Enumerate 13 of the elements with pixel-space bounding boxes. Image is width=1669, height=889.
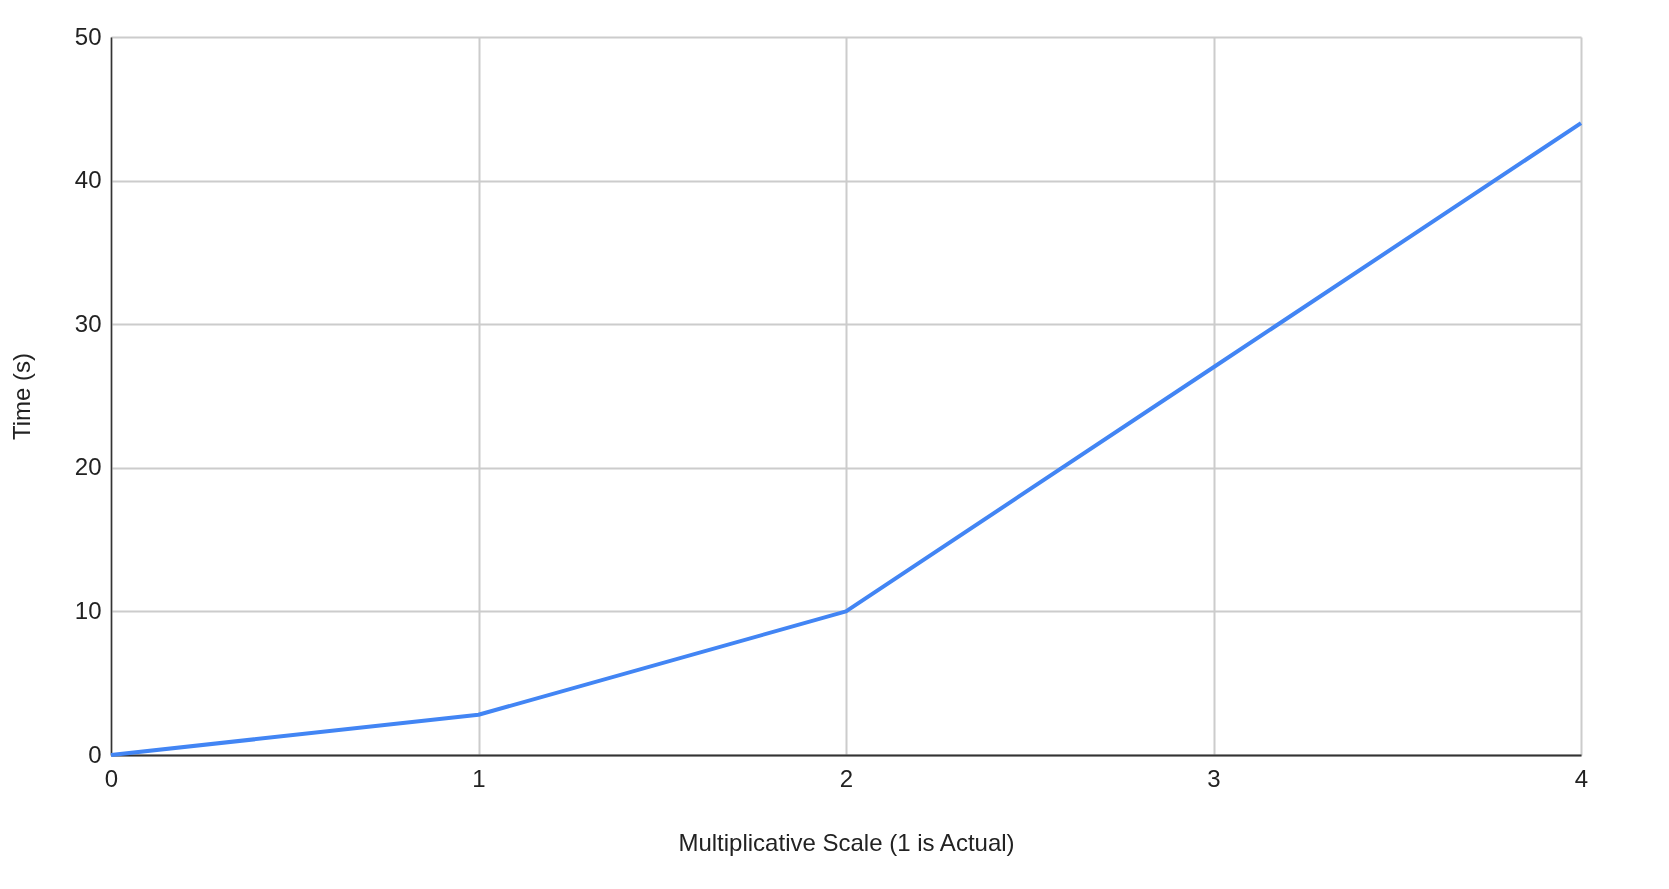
y-tick-label: 20 — [74, 453, 102, 481]
x-tick-label: 2 — [839, 764, 854, 792]
y-tick-label: 50 — [74, 22, 102, 50]
y-tick-label: 30 — [74, 309, 102, 337]
y-axis-title: Time (s) — [7, 352, 35, 441]
x-tick-label: 1 — [472, 764, 486, 792]
x-tick-label: 4 — [1574, 764, 1589, 792]
x-tick-label: 0 — [104, 764, 119, 792]
y-tick-label: 0 — [88, 740, 102, 768]
x-axis-title: Multiplicative Scale (1 is Actual) — [678, 828, 1015, 856]
y-tick-label: 40 — [74, 166, 102, 194]
x-tick-label: 3 — [1207, 764, 1221, 792]
y-tick-label: 10 — [74, 596, 102, 624]
